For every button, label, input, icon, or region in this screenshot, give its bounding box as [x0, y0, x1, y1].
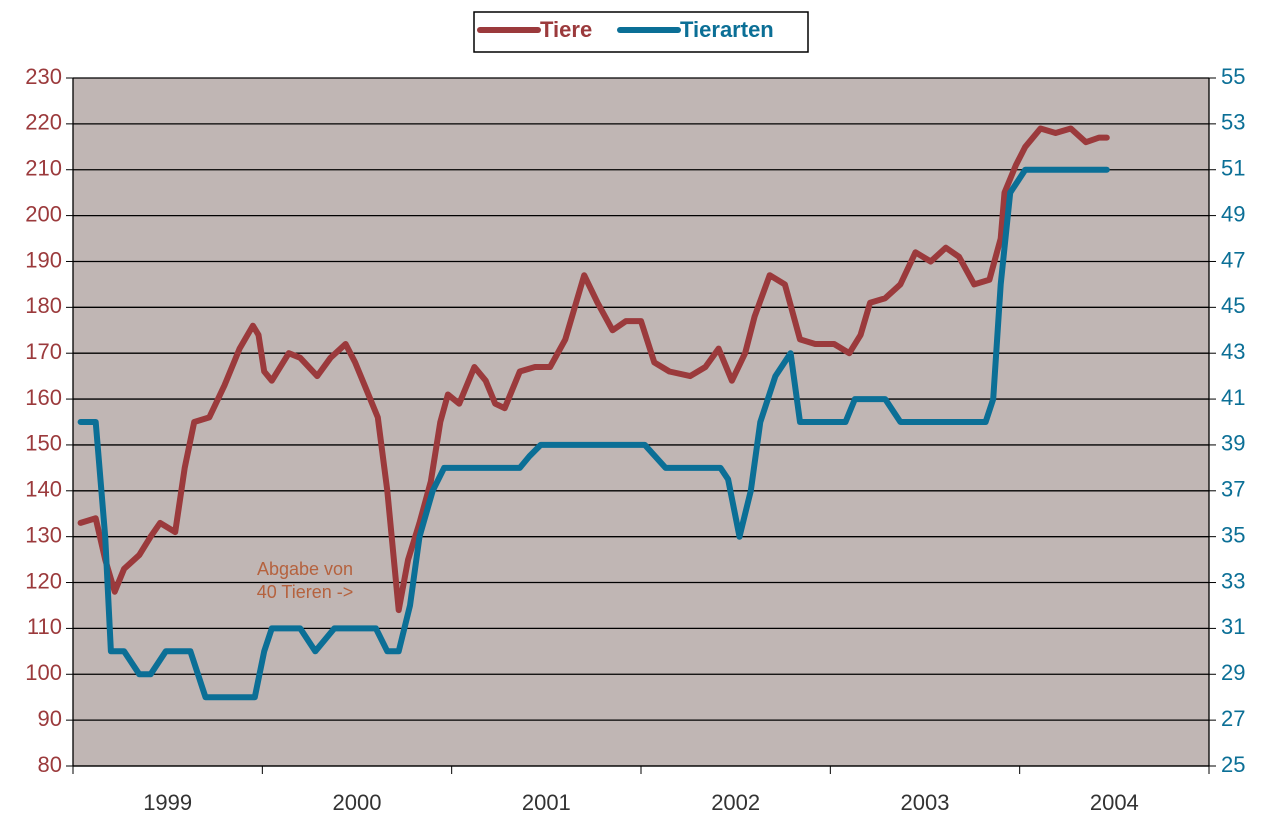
x-tick-label: 2004	[1090, 790, 1139, 815]
data-line	[77, 166, 1110, 701]
x-tick-label: 2002	[711, 790, 760, 815]
y2-tick-label: 33	[1221, 568, 1245, 593]
y2-tick-label: 27	[1221, 706, 1245, 731]
y2-tick-label: 49	[1221, 201, 1245, 226]
y2-tick-label: 39	[1221, 431, 1245, 456]
y-tick-label: 150	[25, 431, 62, 456]
y2-tick-label: 37	[1221, 477, 1245, 502]
y-tick-label: 210	[25, 156, 62, 181]
y-tick-label: 190	[25, 247, 62, 272]
y2-tick-label: 25	[1221, 752, 1245, 777]
y2-tick-label: 47	[1221, 247, 1245, 272]
y-tick-label: 200	[25, 201, 62, 226]
legend-label: Tierarten	[680, 17, 774, 42]
x-tick-label: 2003	[901, 790, 950, 815]
y-tick-label: 100	[25, 660, 62, 685]
y-tick-label: 80	[38, 752, 62, 777]
y2-tick-label: 51	[1221, 156, 1245, 181]
y-tick-label: 170	[25, 339, 62, 364]
data-line	[77, 125, 1110, 614]
x-tick-label: 2000	[333, 790, 382, 815]
y-tick-label: 140	[25, 477, 62, 502]
y-tick-label: 120	[25, 568, 62, 593]
x-tick-label: 2001	[522, 790, 571, 815]
legend-label: Tiere	[540, 17, 592, 42]
y-tick-label: 130	[25, 522, 62, 547]
y-tick-label: 110	[27, 614, 62, 639]
y-tick-label: 160	[25, 385, 62, 410]
y2-tick-label: 31	[1221, 614, 1245, 639]
y-tick-label: 220	[25, 110, 62, 135]
y-tick-label: 230	[25, 64, 62, 89]
y-tick-label: 180	[25, 293, 62, 318]
y2-tick-label: 43	[1221, 339, 1245, 364]
y2-tick-label: 29	[1221, 660, 1245, 685]
y2-tick-label: 53	[1221, 110, 1245, 135]
y2-tick-label: 41	[1221, 385, 1245, 410]
plot-area	[73, 78, 1209, 766]
y2-tick-label: 55	[1221, 64, 1245, 89]
y-tick-label: 90	[38, 706, 62, 731]
x-tick-label: 1999	[143, 790, 192, 815]
annotation: 40 Tieren ->	[257, 582, 354, 602]
y2-tick-label: 45	[1221, 293, 1245, 318]
annotation: Abgabe von	[257, 559, 353, 579]
y2-tick-label: 35	[1221, 522, 1245, 547]
